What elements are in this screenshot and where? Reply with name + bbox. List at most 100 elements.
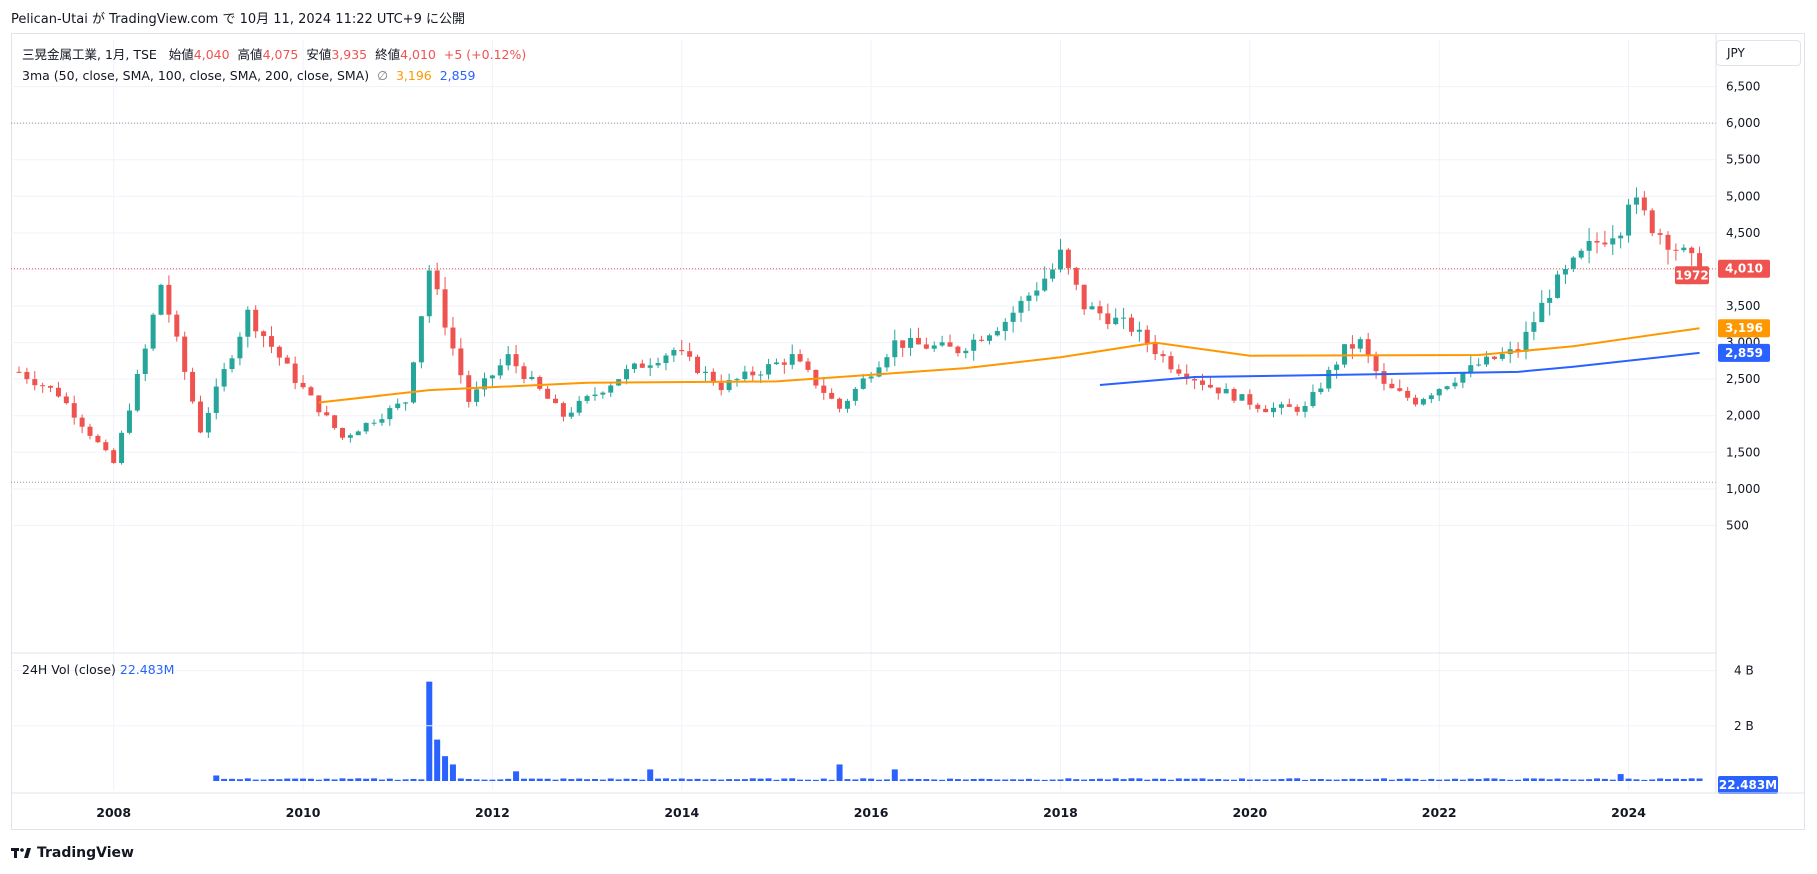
volume-bar bbox=[1152, 778, 1159, 781]
candle-body bbox=[213, 386, 219, 413]
volume-bar bbox=[1041, 779, 1048, 781]
volume-badge: 22.483M bbox=[1719, 778, 1777, 792]
volume-bar bbox=[828, 779, 835, 781]
candle-body bbox=[489, 375, 495, 379]
candle-body bbox=[631, 363, 637, 370]
candle-body bbox=[1168, 356, 1174, 370]
candle-body bbox=[119, 432, 125, 463]
candle-body bbox=[347, 435, 353, 438]
volume-bar bbox=[647, 769, 654, 781]
volume-bar bbox=[260, 779, 267, 781]
candle-body bbox=[205, 412, 211, 433]
candle-body bbox=[1641, 197, 1647, 211]
volume-bar bbox=[1018, 779, 1025, 781]
volume-bar bbox=[473, 779, 480, 781]
candle-body bbox=[915, 337, 921, 345]
candle-body bbox=[900, 340, 906, 348]
candle-body bbox=[860, 378, 866, 389]
volume-bar bbox=[1104, 779, 1111, 781]
candle-body bbox=[1420, 399, 1426, 405]
last-price-badge: 4,010 bbox=[1725, 262, 1763, 276]
candle-body bbox=[1476, 364, 1482, 366]
candle-body bbox=[1050, 269, 1056, 279]
candle-body bbox=[111, 450, 117, 463]
volume-bar bbox=[947, 778, 954, 781]
candle-body bbox=[1586, 240, 1592, 251]
candle-body bbox=[316, 395, 322, 413]
candle-body bbox=[1113, 317, 1119, 325]
volume-bar bbox=[1136, 778, 1143, 781]
volume-bar bbox=[805, 779, 811, 781]
candle-body bbox=[505, 354, 511, 366]
volume-bar bbox=[931, 779, 938, 781]
volume-bar bbox=[733, 779, 740, 781]
candle-body bbox=[497, 365, 503, 376]
volume-bar bbox=[1144, 779, 1151, 781]
candle-body bbox=[1176, 369, 1182, 374]
candle-body bbox=[371, 422, 377, 424]
volume-legend: 24H Vol (close) 22.483M bbox=[22, 662, 174, 677]
candle-body bbox=[1452, 382, 1458, 387]
candle-body bbox=[387, 408, 393, 420]
candle-body bbox=[95, 435, 101, 443]
candle-body bbox=[1531, 322, 1537, 332]
candle-body bbox=[1255, 404, 1261, 409]
volume-bar bbox=[268, 779, 275, 781]
countdown-badge-bg bbox=[1675, 266, 1709, 285]
candle-body bbox=[1649, 210, 1655, 234]
candle-body bbox=[190, 371, 196, 402]
symbol-title: 三晃金属工業, 1月, TSE bbox=[22, 47, 157, 62]
candle-body bbox=[1657, 233, 1663, 235]
volume-bar bbox=[1089, 779, 1096, 781]
candle-body bbox=[442, 289, 448, 328]
candle-body bbox=[710, 371, 716, 383]
volume-bar bbox=[899, 779, 906, 781]
volume-bar bbox=[560, 778, 567, 781]
volume-bar bbox=[1436, 779, 1443, 781]
candle-body bbox=[1673, 249, 1679, 251]
candle-body bbox=[411, 362, 416, 403]
volume-bar bbox=[939, 779, 946, 781]
candle-body bbox=[174, 314, 180, 337]
volume-bar bbox=[1594, 778, 1600, 781]
volume-bar bbox=[1333, 779, 1340, 781]
volume-bar bbox=[1246, 779, 1253, 781]
volume-bar bbox=[860, 778, 867, 781]
volume-bar bbox=[1215, 779, 1222, 781]
sma-100-badge: 2,859 bbox=[1725, 346, 1763, 360]
volume-bar bbox=[1601, 778, 1608, 781]
candle-body bbox=[1539, 302, 1545, 323]
volume-bar bbox=[465, 778, 472, 781]
candle-body bbox=[1570, 257, 1576, 269]
candle-body bbox=[24, 371, 30, 380]
volume-bar bbox=[1380, 778, 1387, 781]
candle-body bbox=[450, 327, 456, 349]
volume-bar bbox=[1530, 778, 1537, 781]
volume-bar bbox=[615, 779, 622, 781]
candle-body bbox=[1547, 297, 1553, 303]
volume-bar bbox=[1562, 779, 1569, 781]
candle-body bbox=[742, 371, 748, 380]
candle-body bbox=[1436, 389, 1442, 396]
volume-bar bbox=[726, 779, 733, 781]
candle-body bbox=[1247, 394, 1253, 405]
candle-body bbox=[726, 380, 732, 391]
last-price-badge-bg bbox=[1718, 259, 1770, 278]
candle-body bbox=[284, 357, 290, 364]
volume-tick-label: 4 B bbox=[1734, 664, 1754, 678]
currency-button[interactable]: JPY bbox=[1716, 40, 1801, 66]
volume-bar bbox=[1649, 779, 1656, 781]
candle-body bbox=[87, 426, 93, 436]
candle-body bbox=[1468, 365, 1474, 374]
candle-body bbox=[395, 403, 401, 409]
volume-bar bbox=[1175, 778, 1182, 781]
volume-bar bbox=[1404, 778, 1411, 781]
sma-50-badge-bg bbox=[1718, 319, 1770, 338]
time-tick-label: 2016 bbox=[854, 805, 889, 820]
price-tick-label: 2,500 bbox=[1726, 372, 1760, 386]
grid bbox=[11, 40, 1716, 790]
volume-bar bbox=[1515, 779, 1522, 781]
candle-body bbox=[1484, 356, 1490, 365]
candle-body bbox=[687, 351, 693, 357]
